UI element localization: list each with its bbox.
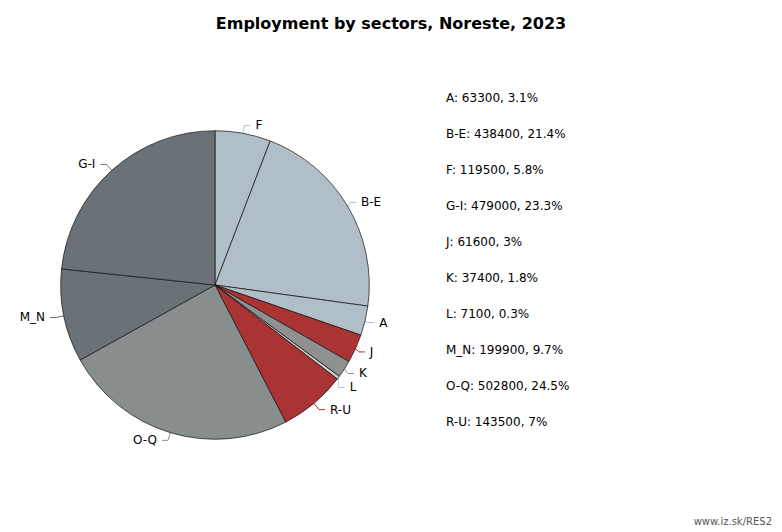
svg-text:G-I: 479000, 23.3%: G-I: 479000, 23.3% bbox=[446, 199, 563, 213]
svg-text:F: 119500, 5.8%: F: 119500, 5.8% bbox=[446, 163, 544, 177]
svg-text:A: A bbox=[379, 316, 388, 330]
svg-text:F: F bbox=[256, 118, 263, 132]
svg-text:K: 37400, 1.8%: K: 37400, 1.8% bbox=[446, 271, 538, 285]
svg-text:K: K bbox=[359, 366, 368, 380]
svg-text:B-E: 438400, 21.4%: B-E: 438400, 21.4% bbox=[446, 127, 566, 141]
svg-text:M_N: M_N bbox=[20, 310, 45, 324]
svg-text:O-Q: 502800, 24.5%: O-Q: 502800, 24.5% bbox=[446, 379, 569, 393]
svg-text:L: L bbox=[350, 380, 357, 394]
svg-text:R-U: R-U bbox=[330, 403, 351, 417]
svg-text:J: 61600, 3%: J: 61600, 3% bbox=[445, 235, 522, 249]
svg-text:M_N: 199900, 9.7%: M_N: 199900, 9.7% bbox=[446, 343, 563, 357]
svg-text:B-E: B-E bbox=[361, 195, 381, 209]
svg-text:J: J bbox=[369, 345, 374, 359]
svg-text:www.iz.sk/RES2: www.iz.sk/RES2 bbox=[694, 516, 772, 527]
svg-text:O-Q: O-Q bbox=[133, 433, 157, 447]
svg-text:Employment by sectors, Noreste: Employment by sectors, Noreste, 2023 bbox=[216, 14, 566, 33]
svg-text:A: 63300, 3.1%: A: 63300, 3.1% bbox=[446, 91, 538, 105]
svg-text:R-U: 143500, 7%: R-U: 143500, 7% bbox=[446, 415, 547, 429]
svg-text:G-I: G-I bbox=[78, 157, 95, 171]
svg-text:L: 7100, 0.3%: L: 7100, 0.3% bbox=[446, 307, 529, 321]
